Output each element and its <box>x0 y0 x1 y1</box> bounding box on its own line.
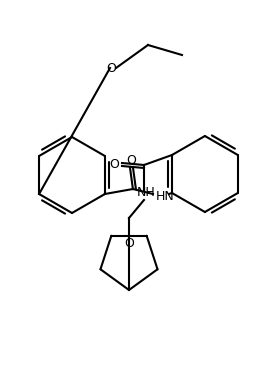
Text: HN: HN <box>156 190 175 202</box>
Text: O: O <box>106 63 116 75</box>
Text: O: O <box>126 155 136 168</box>
Text: O: O <box>124 237 134 250</box>
Text: NH: NH <box>137 186 155 199</box>
Text: O: O <box>109 158 119 171</box>
